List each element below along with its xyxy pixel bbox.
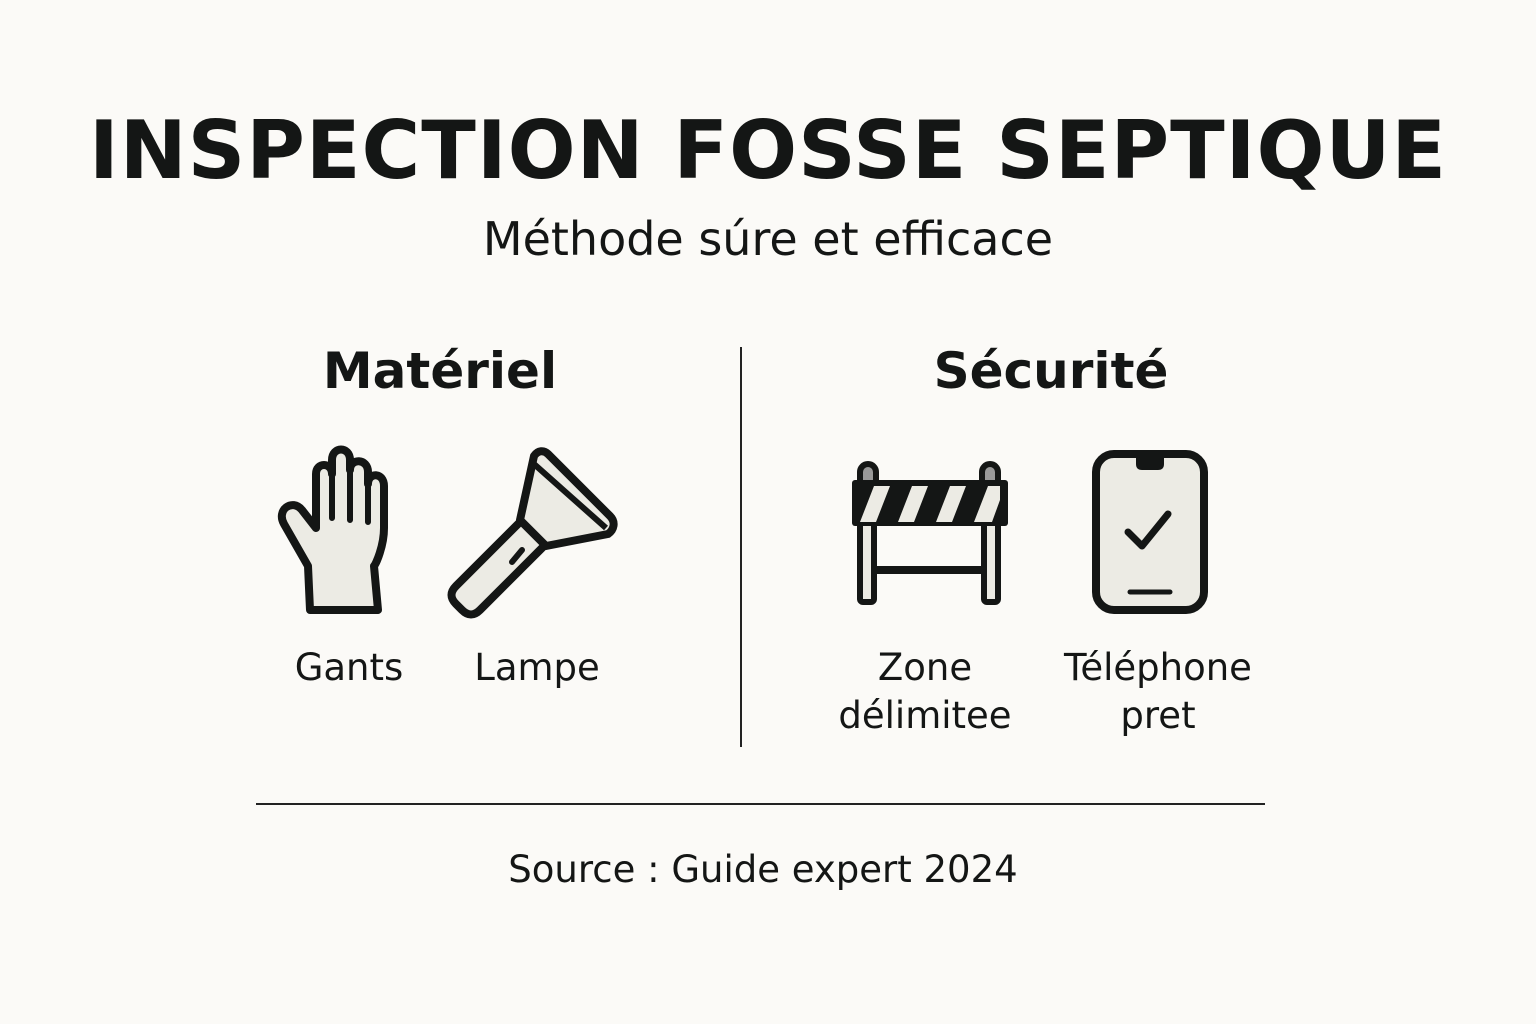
page-subtitle: Méthode súre et efficace bbox=[482, 212, 1054, 266]
vertical-divider bbox=[740, 347, 742, 747]
item-label-zone-delimitee: Zone délimitee bbox=[795, 644, 1055, 740]
source-note: Source : Guide expert 2024 bbox=[508, 848, 1018, 891]
label-line: Zone bbox=[877, 646, 973, 689]
barrier-icon bbox=[852, 461, 1008, 605]
horizontal-divider bbox=[256, 803, 1265, 805]
section-heading-securite: Sécurité bbox=[933, 342, 1169, 400]
label-line: pret bbox=[1120, 694, 1196, 737]
flashlight-icon bbox=[447, 447, 618, 619]
item-label-lampe: Lampe bbox=[474, 646, 600, 689]
phone-check-icon bbox=[1092, 450, 1208, 614]
item-label-telephone-pret: Téléphone pret bbox=[1028, 644, 1288, 740]
item-label-gants: Gants bbox=[294, 646, 404, 689]
glove-icon bbox=[278, 445, 388, 614]
section-heading-materiel: Matériel bbox=[322, 342, 558, 400]
label-line: délimitee bbox=[838, 694, 1012, 737]
label-line: Téléphone bbox=[1064, 646, 1252, 689]
page-title: INSPECTION FOSSE SEPTIQUE bbox=[88, 104, 1448, 197]
